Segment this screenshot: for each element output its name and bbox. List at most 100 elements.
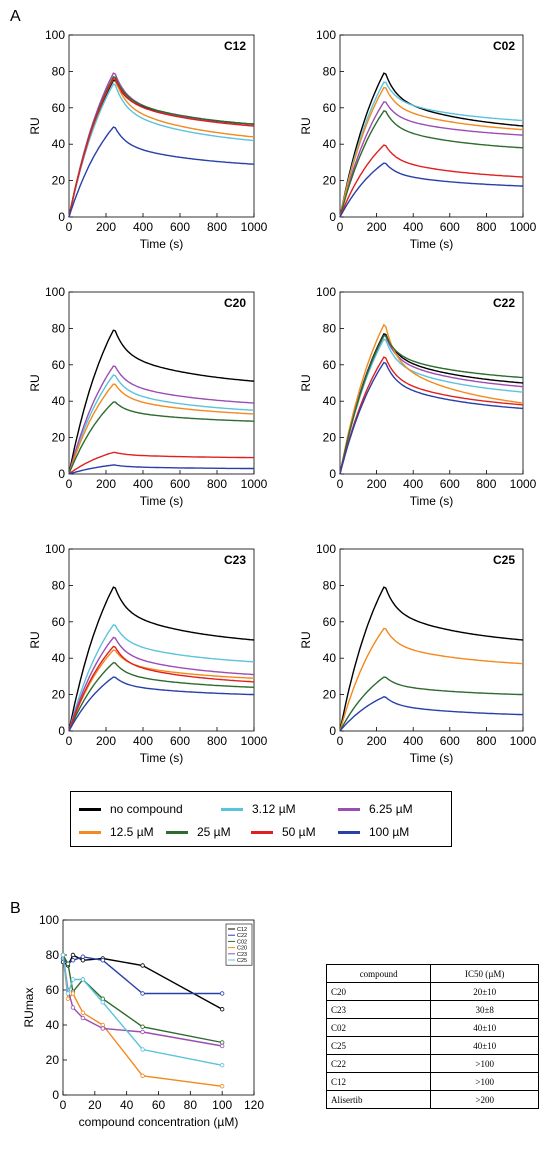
legend-swatch xyxy=(338,807,360,811)
x-tick-label: 400 xyxy=(133,477,153,491)
data-point xyxy=(219,1084,225,1089)
data-point xyxy=(140,1029,145,1035)
y-axis-label: RU xyxy=(28,117,42,134)
table-row: Alisertib >200 xyxy=(325,1090,539,1109)
data-point xyxy=(80,1010,86,1015)
legend-item: no compound xyxy=(79,802,183,816)
x-axis-label: Time (s) xyxy=(140,494,184,508)
plot-frame xyxy=(62,919,255,1096)
x-tick-label: 0 xyxy=(60,1098,67,1112)
table-cell: >200 xyxy=(430,1090,539,1109)
x-axis-label: Time (s) xyxy=(410,494,454,508)
legend-swatch xyxy=(79,807,101,811)
data-point xyxy=(70,1005,76,1010)
data-point xyxy=(60,952,66,958)
x-tick-label: 400 xyxy=(403,220,423,234)
y-axis-label: RU xyxy=(28,631,42,648)
series-line xyxy=(68,77,255,218)
inset-legend xyxy=(225,923,253,966)
legend-label: 25 µM xyxy=(197,825,231,839)
table-header: compound xyxy=(325,964,432,983)
data-point xyxy=(70,991,76,996)
plot-frame xyxy=(339,548,524,732)
table-row: C12 >100 xyxy=(325,1072,539,1091)
data-point xyxy=(70,952,76,958)
y-tick-label: 40 xyxy=(52,651,66,665)
y-axis-label: RU xyxy=(28,374,42,391)
x-tick-label: 800 xyxy=(207,477,227,491)
series-line xyxy=(68,645,255,732)
x-tick-label: 400 xyxy=(133,220,153,234)
legend-swatch xyxy=(338,830,360,834)
x-tick-label: 600 xyxy=(170,220,190,234)
y-tick-label: 60 xyxy=(52,615,66,629)
x-tick-label: 200 xyxy=(96,477,116,491)
series-line xyxy=(339,627,524,732)
table-cell: Alisertib xyxy=(325,1090,432,1109)
table-header: IC50 (µM) xyxy=(430,964,539,983)
data-point xyxy=(140,963,145,968)
y-tick-label: 100 xyxy=(316,28,336,42)
y-tick-label: 60 xyxy=(323,615,337,629)
x-tick-label: 60 xyxy=(152,1098,166,1112)
y-tick-label: 40 xyxy=(323,394,337,408)
y-tick-label: 100 xyxy=(45,542,65,556)
x-tick-label: 600 xyxy=(440,734,460,748)
y-tick-label: 20 xyxy=(323,174,337,188)
panel-b-label: B xyxy=(10,900,21,917)
x-tick-label: 100 xyxy=(212,1098,232,1112)
y-tick-label: 80 xyxy=(52,578,66,592)
legend-item: 100 µM xyxy=(338,825,409,839)
data-point xyxy=(65,991,71,996)
x-tick-label: 40 xyxy=(120,1098,134,1112)
data-point xyxy=(140,1073,145,1078)
sensorgram-C25: 0 200 400 600 800 1000 0 20 40 60 80 100 Time (s) RU C… xyxy=(299,542,537,765)
x-tick-label: 20 xyxy=(88,1098,102,1112)
y-tick-label: 100 xyxy=(45,28,65,42)
x-tick-label: 1000 xyxy=(241,220,268,234)
x-tick-label: 200 xyxy=(96,734,116,748)
data-point xyxy=(140,1024,145,1029)
x-tick-label: 600 xyxy=(170,734,190,748)
x-tick-label: 200 xyxy=(367,220,387,234)
x-tick-label: 0 xyxy=(337,734,344,748)
y-tick-label: 80 xyxy=(52,64,66,78)
series-line xyxy=(339,101,524,218)
table-cell: >100 xyxy=(430,1072,539,1091)
y-tick-label: 0 xyxy=(52,1088,59,1102)
x-axis-label: Time (s) xyxy=(410,237,454,251)
x-tick-label: 800 xyxy=(476,477,496,491)
series-line xyxy=(68,383,255,475)
y-tick-label: 100 xyxy=(316,285,336,299)
table-header-row: compound IC50 (µM) xyxy=(325,964,539,983)
y-tick-label: 100 xyxy=(45,285,65,299)
x-tick-label: 600 xyxy=(440,220,460,234)
data-point xyxy=(80,1015,86,1021)
y-tick-label: 0 xyxy=(329,724,336,738)
series-line xyxy=(68,636,255,732)
data-point xyxy=(70,977,76,982)
y-tick-label: 20 xyxy=(46,1053,60,1067)
x-tick-label: 400 xyxy=(403,734,423,748)
data-point xyxy=(100,1000,105,1005)
legend-swatch xyxy=(79,830,101,834)
legend-label: C02 xyxy=(237,939,247,945)
data-point xyxy=(80,958,86,963)
y-tick-label: 80 xyxy=(323,321,337,335)
data-point xyxy=(140,991,145,996)
chart-title: C12 xyxy=(224,39,246,53)
x-axis-label: Time (s) xyxy=(140,237,184,251)
legend-swatch xyxy=(221,807,243,811)
y-tick-label: 80 xyxy=(52,321,66,335)
series-line xyxy=(339,110,524,218)
legend-label: 12.5 µM xyxy=(110,825,154,839)
y-tick-label: 60 xyxy=(52,358,66,372)
series-line xyxy=(339,86,524,218)
y-tick-label: 20 xyxy=(52,174,66,188)
y-tick-label: 100 xyxy=(39,913,59,927)
x-tick-label: 400 xyxy=(403,477,423,491)
legend-label: C20 xyxy=(237,946,247,952)
x-tick-label: 0 xyxy=(66,734,73,748)
sensorgram-C23: 0 200 400 600 800 1000 0 20 40 60 80 100 Time (s) RU C… xyxy=(28,542,268,765)
y-tick-label: 80 xyxy=(46,948,60,962)
